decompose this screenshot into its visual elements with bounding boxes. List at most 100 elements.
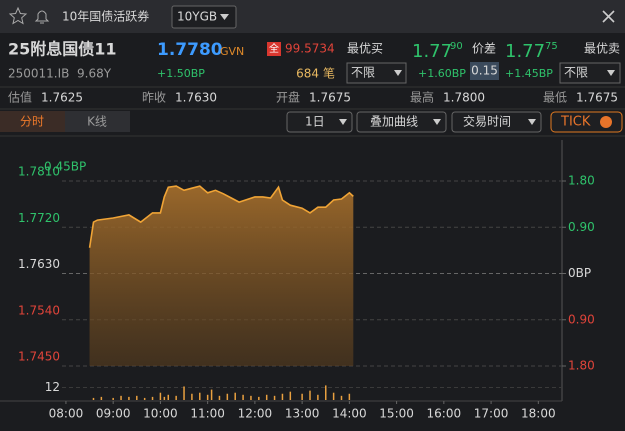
volume-bar xyxy=(159,392,162,400)
y-tick-label: 1.7810 xyxy=(18,165,60,179)
bond-code: 250011.IB xyxy=(8,67,69,81)
y2-tick-label: 1.80 xyxy=(568,174,595,188)
y2-tick-label: 1.80 xyxy=(568,359,595,373)
y2-tick-label: 0.90 xyxy=(568,220,595,234)
stat-value: 1.7630 xyxy=(175,91,217,105)
volume-bar xyxy=(309,390,311,400)
volume-bar xyxy=(324,385,327,400)
x-tick-label: 17:00 xyxy=(474,407,509,421)
stat-value: 1.7625 xyxy=(41,91,83,105)
volume-bar xyxy=(281,393,284,400)
stat-value: 1.7800 xyxy=(443,91,485,105)
volume-bar xyxy=(206,394,209,400)
volume-bar xyxy=(332,392,335,400)
stat-label: 最低 xyxy=(543,91,567,105)
bid-price: 1.77 xyxy=(412,41,452,62)
y-tick-label: 1.7720 xyxy=(18,211,60,225)
y2-tick-label: 0.90 xyxy=(568,312,595,326)
volume-bar xyxy=(250,395,252,400)
x-tick-label: 16:00 xyxy=(427,407,462,421)
volume-bar xyxy=(100,396,103,400)
x-tick-label: 09:00 xyxy=(96,407,131,421)
dropdown-arrow xyxy=(433,119,441,125)
stat-label: 估值 xyxy=(8,90,32,105)
tab: 分时 xyxy=(20,115,44,129)
bid-label: 最优买 xyxy=(347,42,383,56)
control[interactable] xyxy=(286,111,353,133)
control-text: TICK xyxy=(560,115,591,130)
volume-tick-label: 12 xyxy=(45,380,60,394)
ask-label: 最优卖 xyxy=(584,42,620,56)
stat-value: 1.7675 xyxy=(576,91,618,105)
tab-active[interactable] xyxy=(0,111,65,132)
x-tick-label: 14:00 xyxy=(332,407,367,421)
volume-bar xyxy=(317,394,319,400)
x-tick-label: 12:00 xyxy=(238,407,273,421)
volume-bar xyxy=(301,393,303,400)
volume-bar xyxy=(151,396,154,400)
volume-bar xyxy=(258,396,260,400)
volume-bar xyxy=(136,395,138,400)
volume-bar xyxy=(226,393,229,400)
control-text: 1日 xyxy=(305,115,325,129)
spread-value: 0.15 xyxy=(471,64,498,78)
source: GVN xyxy=(220,45,244,58)
bid-filter-text: 不限 xyxy=(351,66,375,80)
ask-change: +1.45BP xyxy=(505,67,553,80)
ask-price-sup: 75 xyxy=(545,41,558,52)
title-bar xyxy=(0,0,625,33)
title: 10年国债活跃券 xyxy=(62,9,149,24)
dropdown-arrow xyxy=(394,70,402,76)
volume-bar xyxy=(234,392,236,400)
price-line xyxy=(88,185,354,248)
volume-bar xyxy=(273,395,276,400)
volume-bar xyxy=(92,397,95,400)
dropdown-arrow xyxy=(339,119,347,125)
x-tick-label: 18:00 xyxy=(521,407,556,421)
control[interactable] xyxy=(356,111,447,133)
y2-tick-label: 0BP xyxy=(568,266,591,280)
full-badge xyxy=(267,42,281,56)
volume-bar xyxy=(163,396,166,400)
price: 1.7780 xyxy=(157,40,223,60)
x-tick-label: 11:00 xyxy=(190,407,225,421)
change: +1.50BP xyxy=(157,67,205,80)
control-text: 交易时间 xyxy=(463,114,511,129)
volume-bar xyxy=(128,396,130,400)
volume-bar xyxy=(348,393,351,400)
volume-bar xyxy=(167,394,170,400)
bell-icon[interactable] xyxy=(34,10,50,24)
y-tick-label: 1.7450 xyxy=(18,350,60,364)
close-icon[interactable] xyxy=(602,10,615,23)
control[interactable] xyxy=(451,111,542,133)
stat-label: 最高 xyxy=(410,90,434,105)
bid-change: +1.60BP xyxy=(418,67,466,80)
volume-bar xyxy=(191,393,193,400)
bid-filter[interactable] xyxy=(346,62,407,84)
toggle-knob xyxy=(600,116,612,128)
spread-label: 价差 xyxy=(472,42,496,56)
full-label: 全 xyxy=(269,42,279,55)
stat-label: 开盘 xyxy=(276,90,300,105)
ask-price: 1.77 xyxy=(505,41,545,62)
volume-bar xyxy=(143,397,146,400)
stat-value: 1.7675 xyxy=(309,91,351,105)
y-tick-label: 1.7540 xyxy=(18,303,60,317)
selector-text: 10YGB xyxy=(177,10,217,24)
ask-filter[interactable] xyxy=(559,62,621,84)
tab-inactive[interactable] xyxy=(65,111,130,132)
volume-bar xyxy=(112,397,114,400)
volume-bar xyxy=(199,392,201,400)
star-icon[interactable] xyxy=(8,6,28,25)
control-text: 叠加曲线 xyxy=(370,115,418,129)
x-tick-label: 08:00 xyxy=(49,407,84,421)
volume-bar xyxy=(340,395,343,400)
volume-unit: 笔 xyxy=(323,66,335,81)
term: 9.68Y xyxy=(77,67,112,81)
volume-bar xyxy=(210,389,213,400)
volume: 684 xyxy=(296,67,319,81)
volume-bar xyxy=(218,395,221,400)
selector[interactable] xyxy=(171,5,237,29)
